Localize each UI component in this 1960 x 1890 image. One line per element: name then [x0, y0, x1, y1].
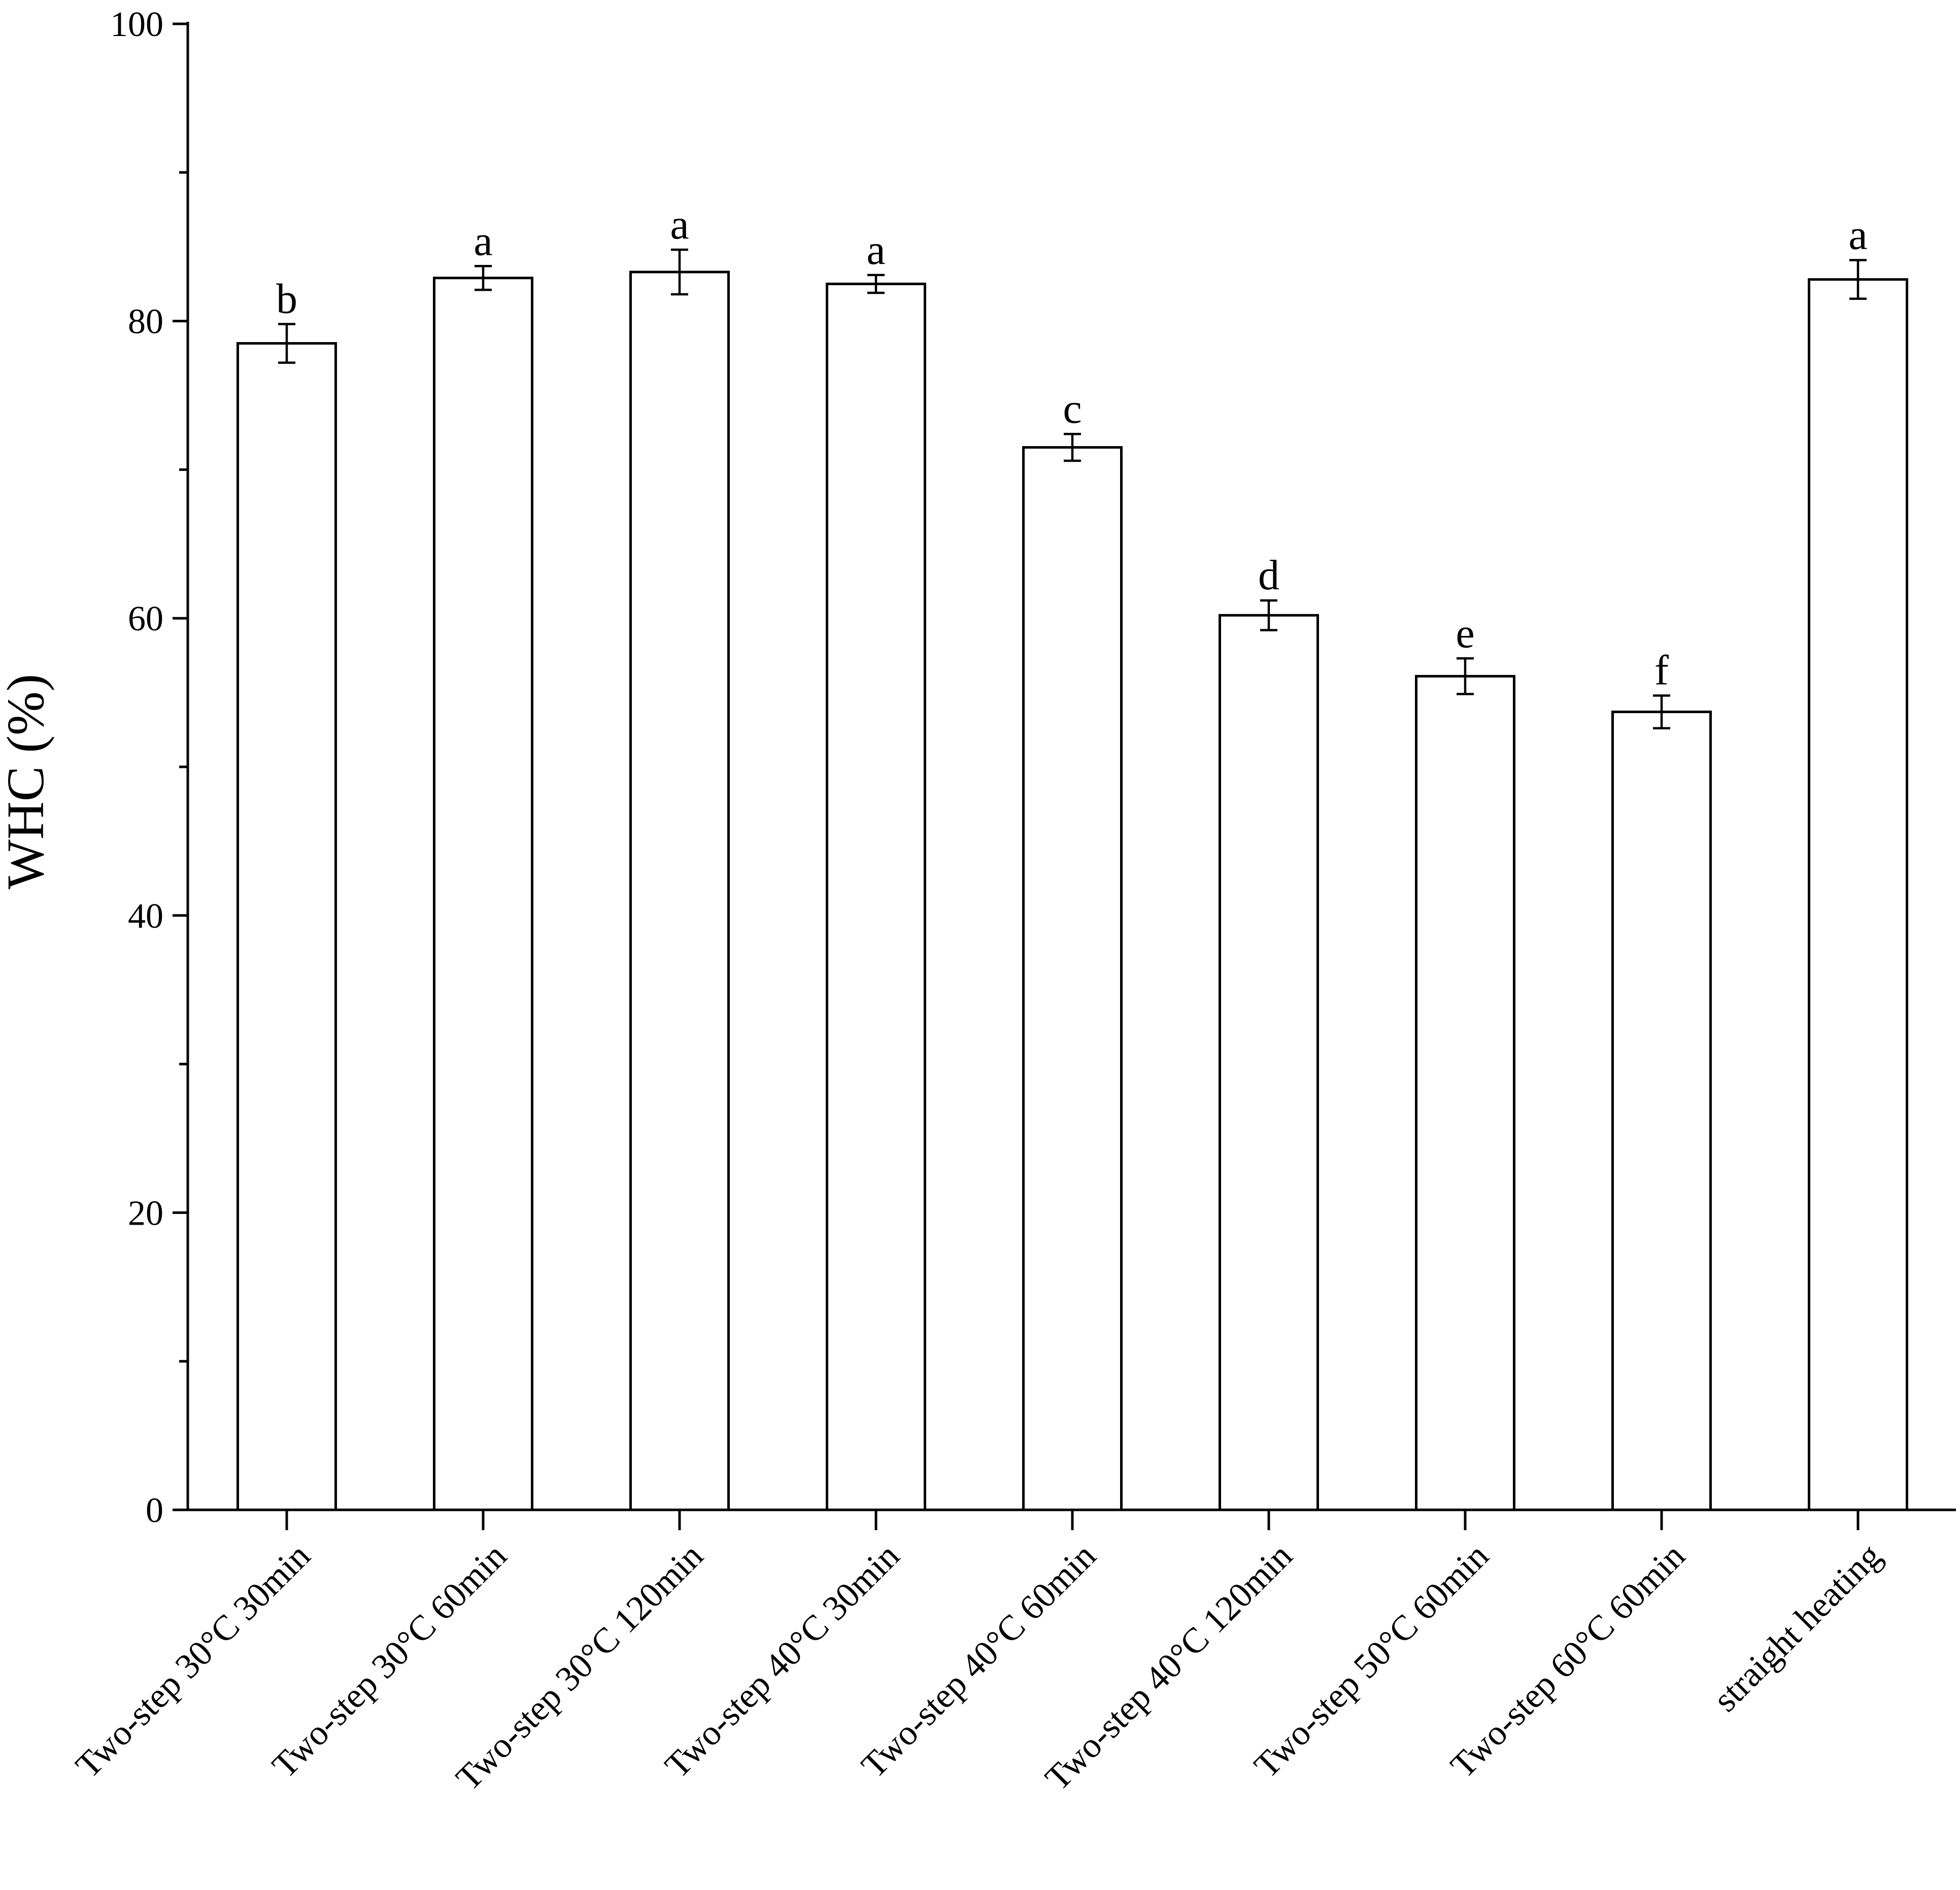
bar: [1611, 711, 1712, 1511]
significance-label: a: [866, 226, 885, 274]
error-bars-layer: [278, 248, 1867, 730]
x-tick-label: straight heating: [1706, 1536, 1889, 1719]
bars-layer: [236, 271, 1908, 1511]
error-bar: [1260, 599, 1277, 631]
error-bar: [1457, 657, 1474, 695]
bar: [1219, 614, 1319, 1511]
bar: [1022, 446, 1123, 1511]
y-tick-label: 80: [128, 302, 163, 342]
error-bar: [1849, 259, 1867, 300]
significance-label: a: [670, 201, 689, 248]
y-ticks-layer: 0 20 40 60 80 100: [110, 5, 188, 1530]
significance-label: a: [1848, 212, 1867, 259]
y-tick-label: 40: [128, 897, 163, 936]
error-bar: [278, 323, 295, 364]
significance-label: f: [1654, 647, 1669, 694]
bar: [1808, 278, 1908, 1511]
error-bar: [475, 265, 492, 291]
y-tick-label: 20: [128, 1194, 163, 1233]
y-tick-label: 100: [110, 5, 163, 44]
error-bar: [671, 248, 688, 296]
significance-label: b: [276, 275, 297, 322]
y-axis-title: WHC (%): [0, 674, 55, 890]
significance-label: d: [1258, 552, 1279, 599]
significance-labels-layer: b a a a c d e f a: [276, 201, 1868, 694]
error-bar: [867, 274, 885, 294]
bar: [236, 342, 337, 1511]
significance-label: c: [1063, 385, 1082, 432]
bar: [433, 277, 533, 1511]
error-bar: [1653, 694, 1670, 730]
error-bar: [1064, 432, 1081, 462]
significance-label: e: [1456, 610, 1474, 657]
y-tick-label: 0: [146, 1491, 163, 1530]
y-tick-label: 60: [128, 599, 163, 638]
bar: [629, 271, 730, 1511]
bar: [826, 282, 926, 1511]
bar: [1415, 674, 1515, 1511]
significance-label: a: [474, 217, 492, 264]
